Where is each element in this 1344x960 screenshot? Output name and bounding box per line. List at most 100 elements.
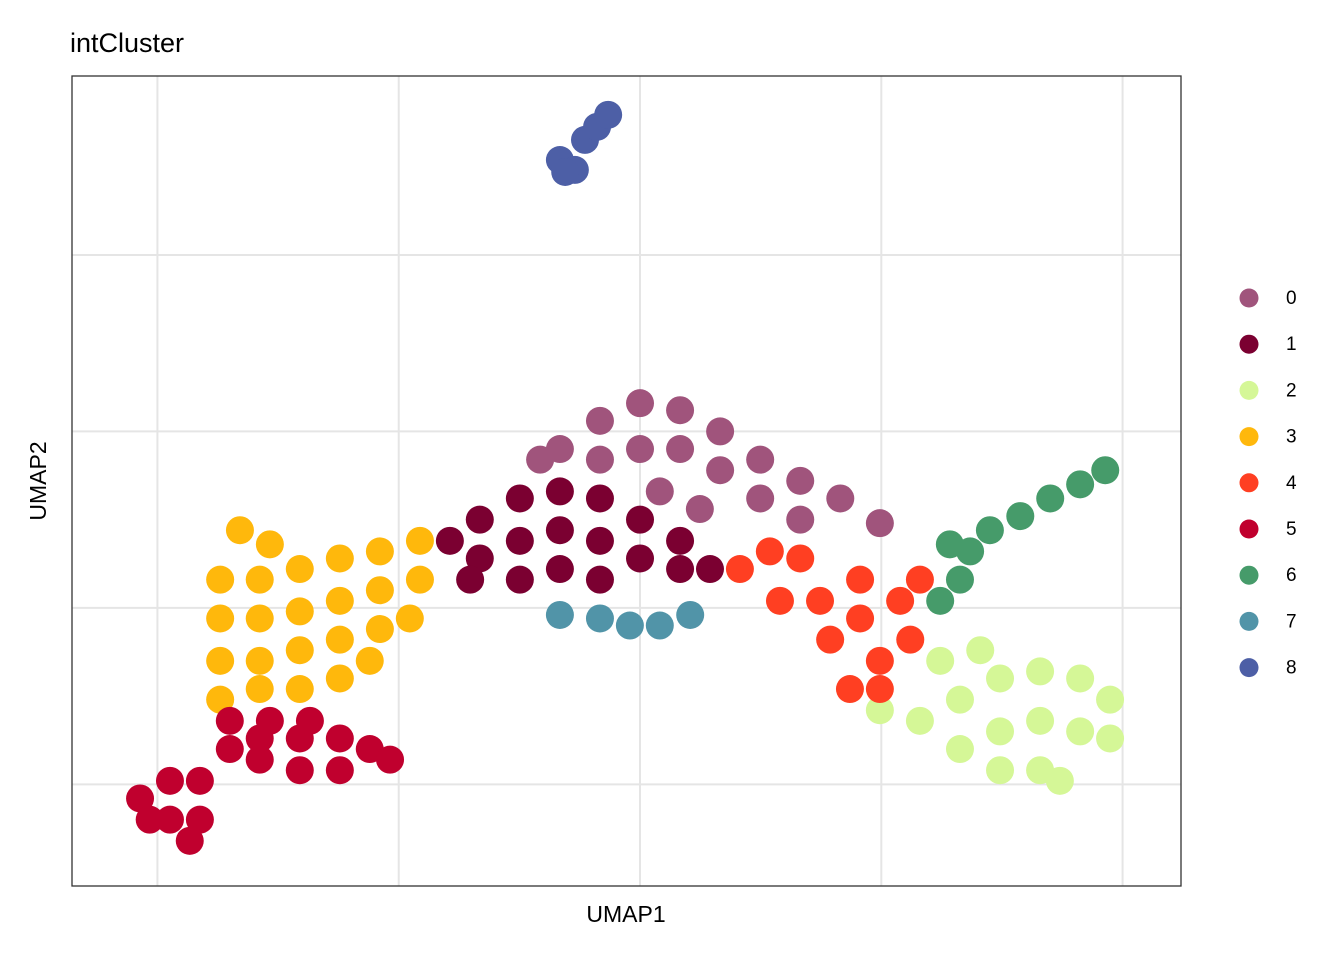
point	[325, 664, 354, 693]
point	[206, 565, 235, 594]
point	[1066, 717, 1095, 746]
point	[545, 555, 574, 584]
point	[215, 735, 244, 764]
point	[456, 565, 485, 594]
point	[786, 544, 815, 573]
point	[325, 724, 354, 753]
point	[1045, 766, 1074, 795]
point	[626, 389, 655, 418]
legend-key	[1239, 565, 1259, 585]
point	[1096, 724, 1125, 753]
point	[926, 586, 955, 615]
point	[896, 625, 925, 654]
point	[325, 586, 354, 615]
point	[645, 611, 674, 640]
legend-key	[1239, 611, 1259, 631]
point	[666, 435, 695, 464]
point	[585, 526, 614, 555]
legend-key	[1239, 380, 1259, 400]
point	[846, 565, 875, 594]
legend-key	[1239, 473, 1259, 493]
point	[325, 625, 354, 654]
point	[155, 766, 184, 795]
point	[325, 544, 354, 573]
legend-key	[1239, 288, 1259, 308]
point	[295, 706, 324, 735]
point	[865, 696, 894, 725]
point	[1036, 484, 1065, 513]
point	[886, 586, 915, 615]
point	[945, 565, 974, 594]
point	[545, 477, 574, 506]
point	[551, 158, 580, 186]
point	[986, 717, 1015, 746]
point	[1026, 706, 1055, 735]
point	[725, 555, 754, 584]
point	[926, 646, 955, 675]
point	[1091, 456, 1120, 485]
legend-key	[1239, 658, 1259, 678]
point	[706, 456, 735, 485]
point	[365, 615, 394, 644]
point	[676, 600, 705, 629]
point	[666, 555, 695, 584]
point	[1066, 664, 1095, 693]
point	[405, 526, 434, 555]
point	[626, 544, 655, 573]
point	[626, 505, 655, 534]
point	[816, 625, 845, 654]
legend-label: 5	[1286, 519, 1297, 540]
point	[986, 664, 1015, 693]
point	[215, 706, 244, 735]
point	[135, 805, 164, 834]
point	[966, 636, 995, 665]
legend-key	[1239, 334, 1259, 354]
point	[505, 526, 534, 555]
point	[376, 745, 405, 774]
point	[255, 530, 284, 559]
point	[666, 396, 695, 425]
point	[255, 706, 284, 735]
point	[865, 675, 894, 704]
point	[986, 756, 1015, 785]
point	[645, 477, 674, 506]
point	[755, 537, 784, 566]
point	[905, 706, 934, 735]
point	[1096, 685, 1125, 714]
point	[626, 435, 655, 464]
point	[545, 600, 574, 629]
point	[615, 611, 644, 640]
legend-label: 3	[1286, 427, 1297, 448]
chart-title: intCluster	[70, 28, 184, 58]
grid	[72, 76, 1181, 886]
panel-border	[71, 75, 1182, 887]
point	[505, 484, 534, 513]
legend-label: 8	[1286, 658, 1297, 679]
point	[435, 526, 464, 555]
point	[126, 784, 155, 813]
point	[206, 604, 235, 633]
point	[465, 505, 494, 534]
point	[185, 766, 214, 795]
point	[905, 565, 934, 594]
point	[585, 484, 614, 513]
point	[806, 586, 835, 615]
point	[865, 509, 894, 538]
point	[786, 466, 815, 495]
points	[126, 100, 1125, 855]
point	[1026, 657, 1055, 686]
point	[365, 576, 394, 605]
point	[405, 565, 434, 594]
point	[594, 100, 623, 129]
point	[465, 544, 494, 573]
point	[285, 756, 314, 785]
point	[245, 745, 274, 774]
point	[225, 516, 254, 545]
legend-key	[1239, 427, 1259, 447]
point	[706, 417, 735, 446]
point	[505, 565, 534, 594]
point	[585, 604, 614, 633]
point	[155, 805, 184, 834]
point	[1006, 502, 1035, 531]
